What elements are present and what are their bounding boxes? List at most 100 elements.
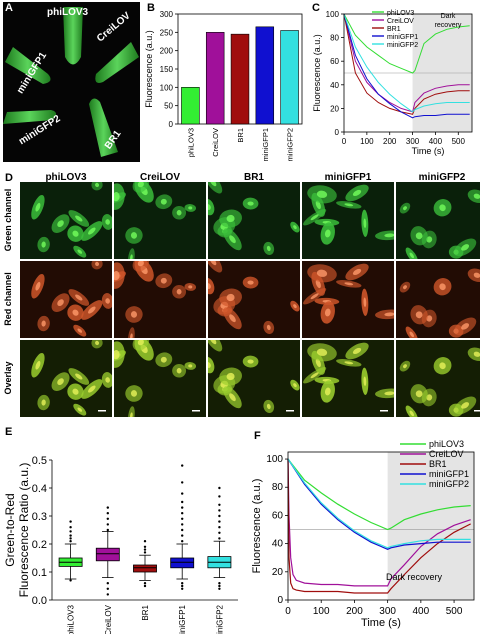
y-tick-label: 0	[335, 128, 340, 137]
outlier	[181, 587, 184, 590]
cell-nucleus	[209, 340, 217, 345]
outlier	[106, 587, 110, 590]
panel-label-b: B	[147, 2, 155, 14]
bar	[280, 30, 299, 125]
cell-nucleus	[72, 309, 79, 316]
outlier	[181, 492, 184, 495]
y-tick-label: 250	[160, 28, 174, 37]
dark-recovery-shade	[387, 452, 474, 600]
annotation-text: recovery	[435, 22, 462, 29]
y-tick-label: 0.4	[32, 483, 47, 495]
x-tick-label: BR1	[141, 604, 150, 620]
micrograph-red-channel-creilov	[114, 261, 206, 338]
cell-nucleus	[310, 293, 319, 300]
outlier	[106, 528, 110, 532]
cell-nucleus	[461, 402, 470, 409]
panel-label-a: A	[5, 2, 13, 14]
cell-nucleus	[473, 272, 480, 278]
cell-nucleus	[57, 299, 64, 307]
column-header-minigfp2: miniGFP2	[418, 172, 466, 183]
cell-nucleus	[114, 191, 120, 202]
cell-nucleus	[208, 362, 211, 368]
y-tick-label: 60	[330, 57, 339, 66]
cell-nucleus	[266, 403, 271, 410]
x-tick-label: 400	[429, 137, 443, 146]
x-tick-label: phiLOV3	[186, 128, 195, 157]
cell-nucleus	[310, 214, 319, 221]
bar	[181, 87, 200, 125]
panel-label-d: D	[5, 172, 13, 184]
x-tick-label: 100	[313, 606, 330, 617]
bar	[205, 32, 225, 125]
cell-nucleus	[114, 349, 120, 360]
cell-nucleus	[247, 280, 254, 285]
cell-nucleus	[344, 361, 354, 365]
outlier	[218, 520, 221, 523]
outlier	[143, 540, 147, 543]
outlier	[181, 523, 184, 526]
cell-nucleus	[176, 210, 182, 216]
outlier	[106, 593, 110, 596]
cell-nucleus	[344, 282, 354, 286]
cell-nucleus	[188, 285, 193, 289]
cell-nucleus	[310, 372, 319, 379]
y-tick-label: 300	[160, 10, 174, 19]
cell-nucleus	[316, 348, 328, 356]
x-tick-label: CreiLOV	[104, 604, 113, 634]
cell-nucleus	[293, 383, 297, 388]
outlier	[181, 481, 184, 484]
y-axis-label: Fluorescence (a.u.)	[251, 479, 263, 574]
annotation-text: Dark	[441, 13, 456, 20]
cell-nucleus	[409, 331, 414, 338]
outlier	[181, 464, 184, 467]
panel-label-c: C	[312, 2, 320, 14]
cell-nucleus	[324, 229, 331, 238]
micrograph-green-channel-creilov	[114, 182, 206, 259]
cell-nucleus	[344, 203, 354, 207]
x-tick-label: phiLOV3	[67, 604, 76, 634]
cell-nucleus	[409, 410, 414, 417]
cell-nucleus	[41, 320, 46, 327]
legend-entry: BR1	[387, 26, 401, 33]
x-tick-label: 200	[346, 606, 363, 617]
series-line-BR1	[287, 458, 471, 594]
panel-a-photo: phiLOV3 CreiLOV miniGFP1 miniGFP2 BR1	[3, 2, 140, 162]
micrograph-green-channel-philov3	[20, 182, 112, 259]
legend-entry: CreiLOV	[387, 18, 414, 25]
y-tick-label: 40	[272, 539, 284, 550]
cell-nucleus	[229, 393, 236, 402]
outlier	[181, 584, 184, 588]
cell-nucleus	[57, 220, 64, 228]
cell-nucleus	[105, 298, 110, 304]
x-tick-label: 0	[285, 606, 291, 617]
outlier	[106, 506, 110, 509]
outlier	[181, 506, 184, 509]
plot-frame	[287, 451, 475, 601]
cell-nucleus	[384, 233, 394, 238]
outlier	[143, 548, 147, 551]
scale-bar	[286, 410, 294, 412]
cell-nucleus	[403, 364, 407, 369]
outlier	[143, 545, 147, 548]
cell-nucleus	[88, 306, 96, 314]
cell-nucleus	[75, 294, 83, 301]
y-tick-label: 100	[326, 10, 340, 19]
cell	[208, 182, 223, 194]
cell-nucleus	[88, 227, 96, 235]
cell-nucleus	[130, 254, 133, 259]
cell-nucleus	[415, 232, 423, 240]
outlier	[181, 528, 184, 532]
row-header-red-channel: Red channel	[3, 271, 13, 326]
micrograph-red-channel-philov3	[20, 261, 112, 338]
outlier	[69, 540, 72, 543]
outlier	[218, 495, 221, 498]
y-tick-label: 150	[160, 65, 174, 74]
series-line-BR1	[343, 13, 470, 115]
y-tick-label: 0	[169, 120, 174, 129]
y-tick-label: 0.0	[32, 595, 47, 607]
cell-nucleus	[363, 376, 367, 387]
outlier	[69, 526, 72, 529]
y-tick-label: 40	[330, 81, 339, 90]
outlier	[143, 551, 147, 554]
cell-nucleus	[409, 252, 414, 259]
